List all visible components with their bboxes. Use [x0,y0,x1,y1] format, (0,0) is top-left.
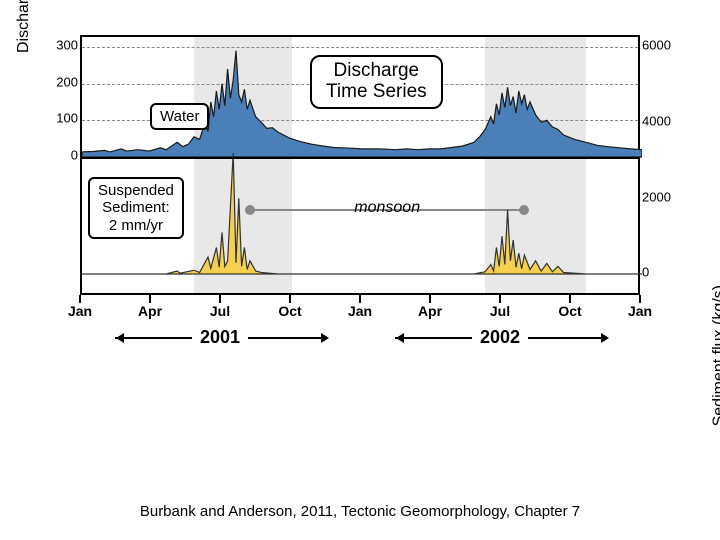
x-axis: JanAprJulOctJanAprJulOctJan20012002 [80,297,640,347]
x-tick-month: Jan [68,303,92,319]
y-axis-left-label: Discharge (m³/s) [15,0,33,53]
water-zero-line [82,157,638,159]
discharge-chart: Discharge (m³/s) Sediment flux (kg/s) 01… [20,25,700,355]
y-axis-right: 0200040006000 [642,35,664,295]
y-tick-right: 4000 [642,114,671,129]
x-tick-month: Oct [278,303,301,319]
x-tick-month: Apr [138,303,162,319]
sediment-label-box: SuspendedSediment:2 mm/yr [88,177,184,239]
y-axis-left: 0 100 200 300 [56,35,78,165]
y-tick-left: 200 [56,75,78,90]
x-tick-month: Apr [418,303,442,319]
chart-title: DischargeTime Series [310,55,443,109]
x-tick-month: Oct [558,303,581,319]
x-tick-month: Jul [490,303,510,319]
y-tick-right: 6000 [642,38,671,53]
x-tick-month: Jan [348,303,372,319]
y-tick-left: 300 [56,38,78,53]
x-year-label: 2002 [480,327,520,348]
water-label-box: Water [150,103,209,130]
y-tick-left: 100 [56,111,78,126]
x-tick-month: Jan [628,303,652,319]
y-tick-right: 2000 [642,190,671,205]
y-tick-left: 0 [71,148,78,163]
x-year-label: 2001 [200,327,240,348]
y-axis-right-label: Sediment flux (kg/s) [710,285,720,426]
citation-text: Burbank and Anderson, 2011, Tectonic Geo… [0,503,720,520]
x-tick-month: Jul [210,303,230,319]
y-tick-right: 0 [642,265,649,280]
